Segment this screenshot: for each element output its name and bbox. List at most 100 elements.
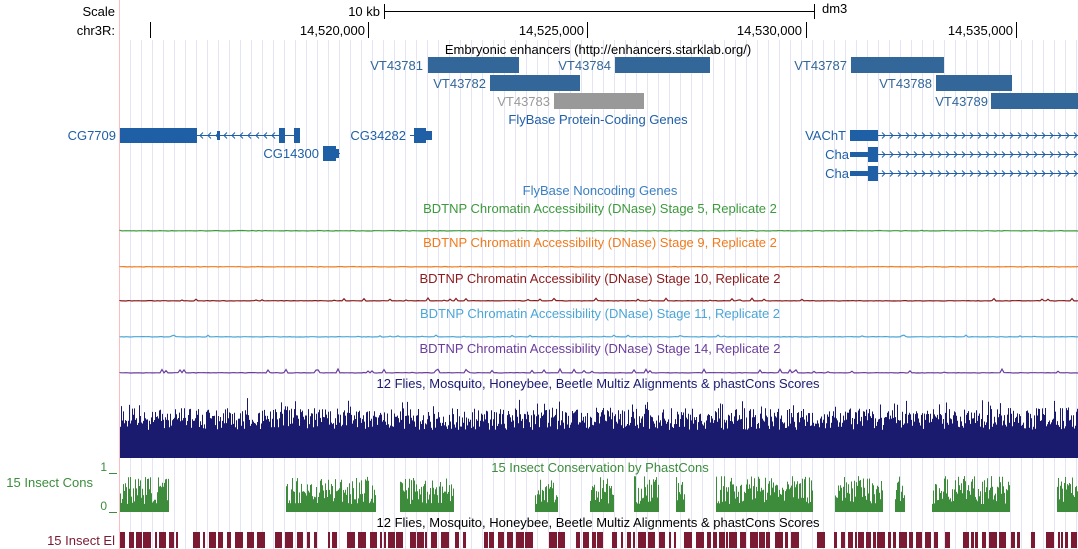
conserved-element: [945, 532, 950, 548]
enhancer-label[interactable]: VT43781: [370, 58, 423, 73]
enhancer-label[interactable]: VT43787: [794, 58, 847, 73]
signal-line: [119, 265, 1078, 268]
conserved-element: [159, 532, 166, 548]
strand-arrow: [271, 132, 276, 139]
phastcons-side-label[interactable]: 15 Insect Cons: [6, 475, 93, 490]
scale-bar: [384, 4, 815, 19]
enhancer-label[interactable]: VT43789: [935, 94, 988, 109]
enhancer-block[interactable]: [991, 93, 1078, 109]
strand-arrow: [881, 132, 886, 139]
strand-arrow: [1073, 132, 1078, 139]
gene-label[interactable]: Cha: [825, 166, 850, 181]
conserved-element: [759, 532, 765, 548]
phastcons-track-title: 15 Insect Conservation by PhastCons: [491, 460, 709, 475]
strand-arrow: [929, 170, 934, 177]
gene-cg34282[interactable]: CG34282: [350, 128, 432, 143]
multiz-track-title: 12 Flies, Mosquito, Honeybee, Beetle Mul…: [377, 376, 820, 391]
conserved-element: [176, 532, 178, 548]
enhancer-label[interactable]: VT43782: [433, 76, 486, 91]
enhancer-item[interactable]: VT43787: [794, 57, 944, 73]
conserved-element: [328, 532, 330, 548]
strand-arrow: [921, 170, 926, 177]
gene-label[interactable]: Cha: [825, 147, 850, 162]
strand-arrow: [937, 151, 942, 158]
dnase-stage14-title: BDTNP Chromatin Accessibility (DNase) St…: [419, 341, 780, 356]
ruler-tick-label: 14,535,000: [948, 23, 1013, 38]
conserved-element: [120, 532, 125, 548]
ruler-tick-label: 14,530,000: [737, 23, 802, 38]
conserved-element: [999, 532, 1006, 548]
strand-arrow: [961, 170, 966, 177]
strand-arrow: [207, 132, 212, 139]
elements-side-label[interactable]: 15 Insect El: [47, 533, 115, 548]
conserved-element: [750, 532, 758, 548]
gene-cg14300[interactable]: CG14300: [263, 146, 340, 161]
dnase-stage10-signal: [119, 296, 1078, 302]
enhancer-block[interactable]: [615, 57, 710, 73]
conserved-element: [775, 532, 783, 548]
strand-arrow: [985, 132, 990, 139]
enhancer-item[interactable]: VT43784: [558, 57, 710, 73]
ruler-tick-label: 14,520,000: [300, 23, 365, 38]
strand-arrow: [969, 170, 974, 177]
strand-arrow: [953, 151, 958, 158]
conserved-element: [888, 532, 891, 548]
gene-label[interactable]: CG7709: [68, 128, 116, 143]
strand-arrow: [1017, 151, 1022, 158]
enhancer-item[interactable]: VT43789: [935, 93, 1078, 109]
conserved-element: [971, 532, 974, 548]
strand-arrow: [897, 170, 902, 177]
gene-label[interactable]: CG14300: [263, 146, 319, 161]
strand-arrow: [1065, 151, 1070, 158]
dnase-stage10-title: BDTNP Chromatin Accessibility (DNase) St…: [419, 271, 780, 286]
scale-label: Scale: [82, 4, 115, 19]
strand-arrow: [993, 151, 998, 158]
strand-arrow: [993, 132, 998, 139]
enhancer-item[interactable]: VT43781: [370, 57, 519, 73]
phastcons-bars-path: [120, 476, 1078, 512]
strand-arrow: [881, 151, 886, 158]
conserved-element: [934, 532, 938, 548]
enhancer-block[interactable]: [851, 57, 944, 73]
strand-arrow: [1065, 170, 1070, 177]
enhancer-block[interactable]: [554, 93, 644, 109]
enhancer-label[interactable]: VT43788: [879, 76, 932, 91]
strand-arrow: [1001, 132, 1006, 139]
enhancer-item[interactable]: VT43788: [879, 75, 1012, 91]
strand-arrow: [993, 170, 998, 177]
strand-arrow: [889, 170, 894, 177]
strand-arrow: [1017, 132, 1022, 139]
strand-arrow: [1009, 151, 1014, 158]
conserved-element: [684, 532, 692, 548]
gene-vacht[interactable]: VAChT: [805, 128, 1078, 143]
gene-cha[interactable]: Cha: [825, 166, 1078, 181]
gene-label[interactable]: CG34282: [350, 128, 406, 143]
strand-arrow: [1025, 132, 1030, 139]
conserved-element: [1065, 532, 1068, 548]
strand-arrow: [985, 170, 990, 177]
gene-label[interactable]: VAChT: [805, 128, 846, 143]
signal-line: [119, 367, 1078, 374]
strand-arrow: [897, 132, 902, 139]
conserved-element: [1061, 532, 1063, 548]
gene-cg7709[interactable]: CG7709: [68, 128, 300, 143]
enhancer-item[interactable]: VT43783: [497, 93, 644, 109]
strand-arrow: [1073, 151, 1078, 158]
enhancer-label[interactable]: VT43783: [497, 94, 550, 109]
enhancer-block[interactable]: [490, 75, 580, 91]
enhancer-block[interactable]: [428, 57, 519, 73]
strand-arrow: [889, 151, 894, 158]
strand-arrow: [1049, 132, 1054, 139]
strand-arrow: [961, 132, 966, 139]
enhancer-item[interactable]: VT43782: [433, 75, 580, 91]
enhancer-block[interactable]: [936, 75, 1012, 91]
gene-cha[interactable]: Cha: [825, 147, 1078, 162]
conserved-element: [1071, 532, 1077, 548]
enhancer-label[interactable]: VT43784: [558, 58, 611, 73]
strand-arrow: [1025, 170, 1030, 177]
conserved-element: [785, 532, 788, 548]
conserved-element: [707, 532, 711, 548]
conserved-element: [583, 532, 589, 548]
